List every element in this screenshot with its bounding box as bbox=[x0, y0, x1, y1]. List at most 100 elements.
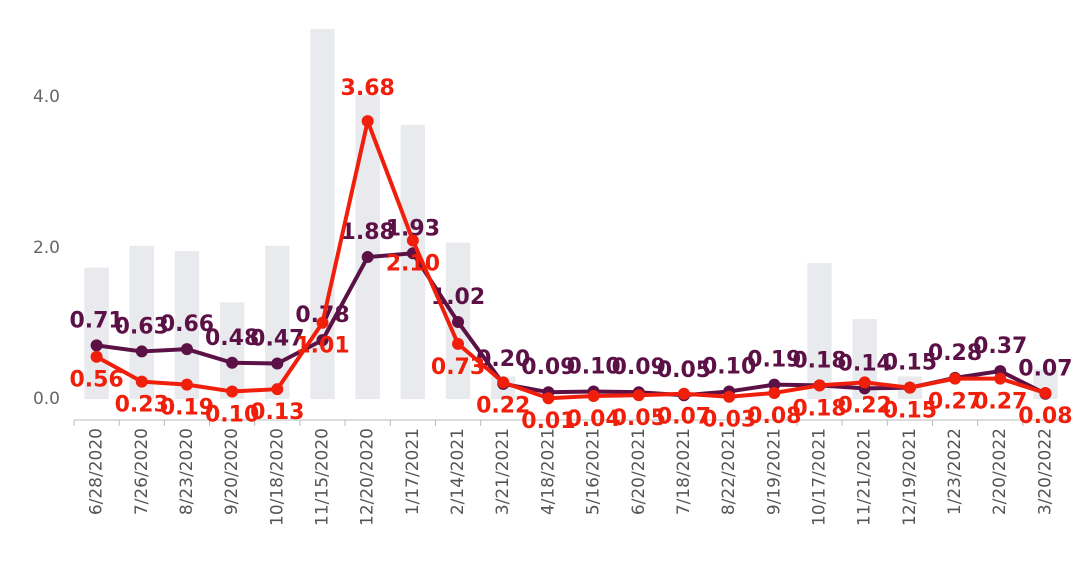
x-tick-label: 3/20/2022 bbox=[1035, 428, 1055, 515]
data-label: 1.01 bbox=[295, 334, 349, 359]
data-label: 0.18 bbox=[792, 396, 846, 421]
data-label: 0.15 bbox=[883, 351, 937, 376]
x-tick-label: 6/20/2021 bbox=[629, 428, 649, 515]
point bbox=[271, 357, 284, 370]
data-label: 3.68 bbox=[341, 76, 395, 101]
point bbox=[497, 376, 510, 389]
x-tick-label: 7/18/2021 bbox=[674, 428, 694, 515]
point bbox=[768, 386, 781, 399]
data-label: 0.19 bbox=[747, 348, 801, 373]
data-label: 0.63 bbox=[115, 314, 169, 339]
data-label: 0.09 bbox=[521, 355, 575, 380]
data-label: 0.22 bbox=[476, 393, 530, 418]
y-tick-label: 4.0 bbox=[33, 87, 60, 107]
point bbox=[452, 315, 465, 328]
point bbox=[677, 387, 690, 400]
point bbox=[452, 337, 465, 350]
data-label: 0.08 bbox=[1018, 404, 1072, 429]
data-label: 0.37 bbox=[973, 334, 1027, 359]
bar bbox=[265, 245, 290, 399]
x-tick-label: 3/21/2021 bbox=[493, 428, 513, 515]
point bbox=[226, 356, 239, 369]
data-label: 0.10 bbox=[566, 354, 620, 379]
data-label: 0.23 bbox=[115, 393, 169, 418]
point bbox=[180, 343, 193, 356]
x-tick-label: 5/16/2021 bbox=[584, 428, 604, 515]
data-label: 0.73 bbox=[431, 355, 485, 380]
point bbox=[226, 385, 239, 398]
data-label: 0.47 bbox=[250, 327, 304, 352]
bar bbox=[219, 302, 245, 399]
point bbox=[361, 115, 374, 128]
x-tick-label: 4/18/2021 bbox=[538, 428, 558, 515]
y-tick-label: 2.0 bbox=[33, 238, 60, 258]
x-tick-label: 12/20/2020 bbox=[358, 428, 378, 526]
point bbox=[813, 379, 826, 392]
x-tick-label: 8/22/2021 bbox=[719, 428, 739, 515]
data-label: 0.66 bbox=[160, 312, 214, 337]
point bbox=[361, 251, 374, 264]
point bbox=[587, 389, 600, 402]
point bbox=[316, 334, 329, 347]
x-tick-label: 6/28/2020 bbox=[87, 428, 107, 515]
x-tick-label: 7/26/2020 bbox=[132, 428, 152, 515]
series-line bbox=[96, 251, 1047, 398]
x-tick-label: 12/19/2021 bbox=[900, 428, 920, 526]
data-label: 0.48 bbox=[205, 326, 259, 351]
data-label: 0.08 bbox=[747, 404, 801, 429]
data-label: 0.10 bbox=[702, 354, 756, 379]
bar bbox=[807, 263, 832, 399]
bar bbox=[129, 245, 154, 399]
x-tick-label: 1/23/2022 bbox=[945, 428, 965, 515]
data-label: 0.56 bbox=[69, 368, 123, 393]
point bbox=[316, 316, 329, 329]
data-label: 0.10 bbox=[205, 402, 259, 427]
point bbox=[723, 390, 736, 403]
point bbox=[180, 378, 193, 391]
data-label: 0.18 bbox=[792, 348, 846, 373]
data-label: 0.22 bbox=[838, 393, 892, 418]
x-tick-label: 10/18/2020 bbox=[267, 428, 287, 526]
data-label: 0.07 bbox=[657, 405, 711, 430]
x-tick-label: 9/20/2020 bbox=[222, 428, 242, 515]
data-label: 0.01 bbox=[521, 409, 575, 434]
x-tick-label: 11/15/2020 bbox=[313, 428, 333, 526]
x-tick-label: 2/14/2021 bbox=[448, 428, 468, 515]
point bbox=[632, 389, 645, 402]
data-label: 1.88 bbox=[341, 220, 395, 245]
series-line bbox=[95, 119, 1047, 401]
x-tick-label: 9/19/2021 bbox=[764, 428, 784, 515]
point bbox=[90, 350, 103, 363]
bar bbox=[84, 267, 109, 399]
data-label: 0.27 bbox=[928, 390, 982, 415]
data-label: 0.13 bbox=[250, 400, 304, 425]
point bbox=[768, 378, 781, 391]
data-label: 0.71 bbox=[69, 308, 123, 333]
x-tick-label: 2/20/2022 bbox=[990, 428, 1010, 515]
data-label: 0.27 bbox=[973, 390, 1027, 415]
bar bbox=[174, 251, 200, 399]
x-tick-label: 8/23/2020 bbox=[177, 428, 197, 515]
data-label: 0.19 bbox=[160, 396, 214, 421]
point bbox=[271, 383, 284, 396]
data-label: 0.14 bbox=[838, 351, 892, 376]
point bbox=[994, 372, 1007, 385]
x-tick-label: 11/21/2021 bbox=[855, 428, 875, 526]
data-label: 0.28 bbox=[928, 341, 982, 366]
x-tick-label: 10/17/2021 bbox=[810, 428, 830, 526]
data-label: 0.05 bbox=[657, 358, 711, 383]
point bbox=[542, 392, 555, 405]
x-tick-label: 1/17/2021 bbox=[403, 428, 423, 515]
y-tick-label: 0.0 bbox=[33, 389, 60, 409]
point bbox=[90, 339, 103, 352]
point bbox=[903, 381, 916, 394]
data-label: 0.07 bbox=[1018, 357, 1072, 382]
point bbox=[949, 372, 962, 385]
data-label: 0.09 bbox=[612, 355, 666, 380]
point bbox=[135, 375, 148, 388]
data-label: 0.15 bbox=[883, 399, 937, 424]
data-label: 0.03 bbox=[702, 408, 756, 433]
data-label: 2.10 bbox=[386, 251, 440, 276]
data-label: 0.05 bbox=[612, 406, 666, 431]
